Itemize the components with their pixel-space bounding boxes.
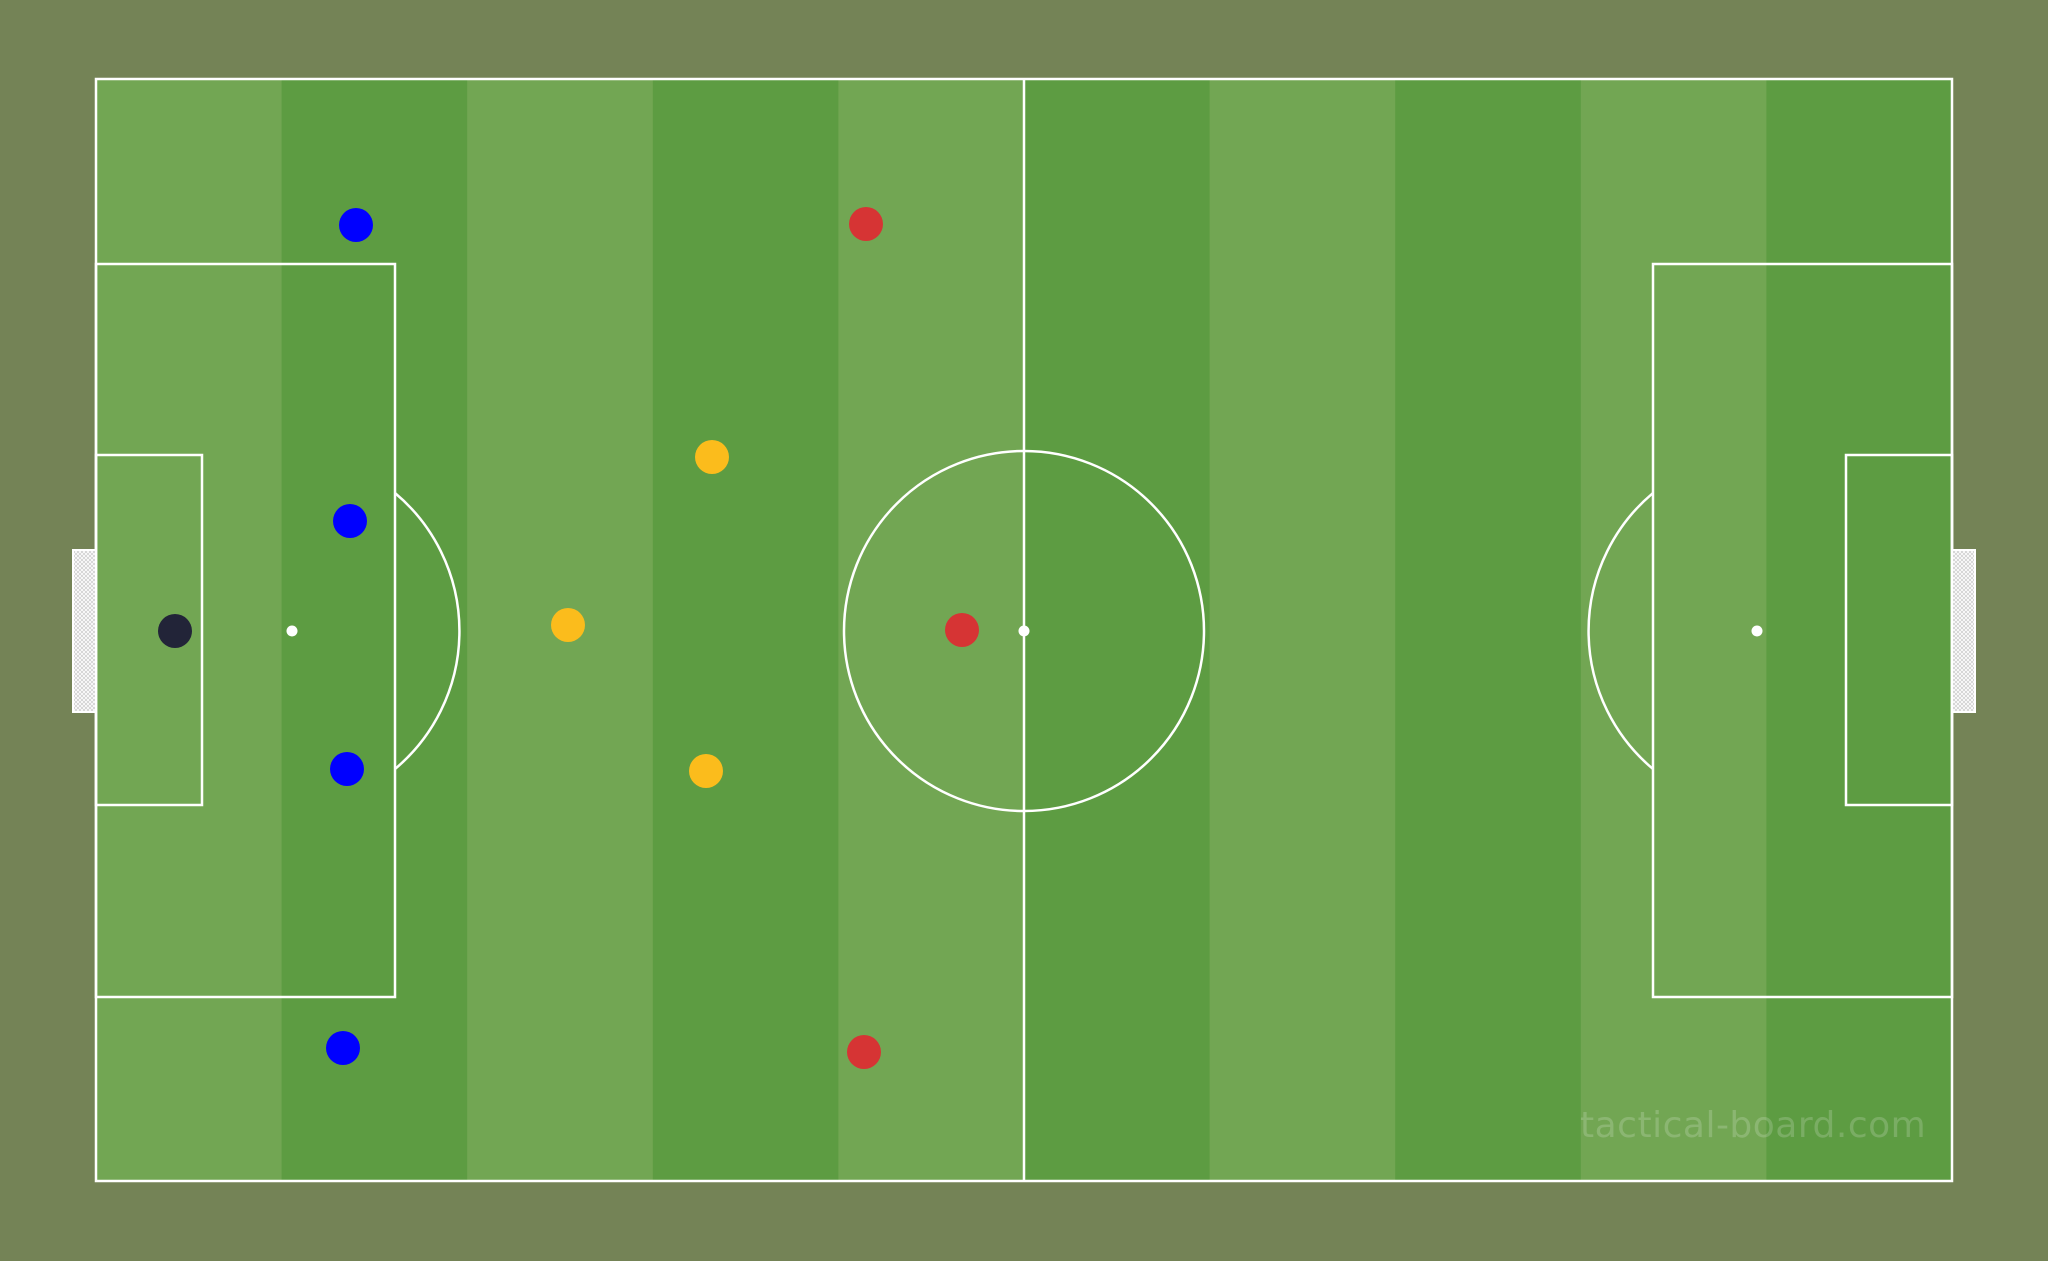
right-penalty-spot bbox=[1751, 625, 1763, 637]
blue-player-marker[interactable] bbox=[339, 208, 373, 242]
watermark-text: tactical-board.com bbox=[1580, 1105, 1927, 1146]
red-player-marker[interactable] bbox=[849, 207, 883, 241]
left-penalty-arc bbox=[394, 492, 461, 770]
left-goal-net bbox=[72, 549, 97, 713]
grass-stripe bbox=[1766, 79, 1953, 1181]
right-goal-net bbox=[1951, 549, 1976, 713]
red-player-marker[interactable] bbox=[945, 613, 979, 647]
centre-circle bbox=[842, 449, 1206, 813]
blue-player-marker[interactable] bbox=[326, 1031, 360, 1065]
right-penalty-arc bbox=[1587, 492, 1654, 770]
yellow-player-marker[interactable] bbox=[689, 754, 723, 788]
grass-stripe bbox=[838, 79, 1025, 1181]
red-player-marker[interactable] bbox=[847, 1035, 881, 1069]
grass-stripe bbox=[1024, 79, 1211, 1181]
players-layer bbox=[158, 207, 979, 1069]
yellow-player-marker[interactable] bbox=[695, 440, 729, 474]
centre-spot bbox=[1018, 625, 1030, 637]
goalkeeper-player-marker[interactable] bbox=[158, 614, 192, 648]
left-penalty-spot bbox=[286, 625, 298, 637]
grass-stripe bbox=[1209, 79, 1396, 1181]
blue-player-marker[interactable] bbox=[330, 752, 364, 786]
yellow-player-marker[interactable] bbox=[551, 608, 585, 642]
grass-stripe bbox=[1395, 79, 1582, 1181]
grass-stripe bbox=[652, 79, 839, 1181]
blue-player-marker[interactable] bbox=[333, 504, 367, 538]
grass-stripe bbox=[1580, 79, 1767, 1181]
grass-stripe bbox=[281, 79, 468, 1181]
